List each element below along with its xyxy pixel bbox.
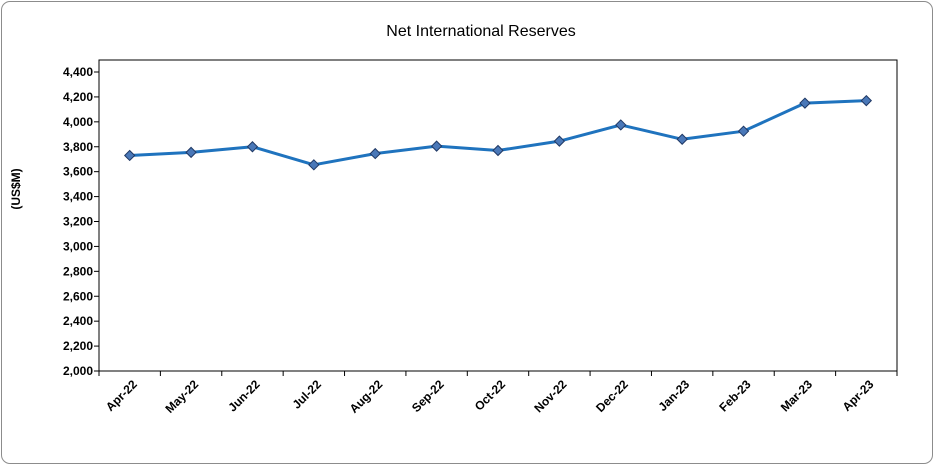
data-point: [185, 146, 197, 159]
data-point: [676, 133, 688, 145]
data-point: [860, 94, 873, 107]
data-point: [492, 144, 504, 157]
x-tick-label: Dec-22: [593, 377, 631, 415]
y-tick-label: 2,200: [63, 339, 93, 353]
x-tick-label: Jan-23: [655, 377, 692, 414]
data-point: [799, 97, 811, 109]
data-point: [430, 140, 443, 152]
x-tick-label: Aug-22: [347, 377, 386, 416]
y-tick-label: 2,800: [63, 264, 93, 278]
y-tick-label: 3,000: [63, 239, 93, 253]
y-tick-label: 4,200: [63, 90, 93, 104]
y-tick-label: 3,400: [63, 190, 93, 204]
y-tick-label: 2,600: [63, 289, 93, 303]
x-tick-label: May-22: [163, 377, 202, 416]
data-point: [246, 141, 259, 153]
x-tick-label: Apr-22: [103, 377, 140, 414]
x-tick-label: Mar-23: [778, 377, 815, 414]
data-point: [369, 147, 381, 160]
data-point: [615, 119, 627, 131]
x-tick-label: Oct-22: [472, 377, 509, 414]
y-tick-label: 2,000: [63, 364, 93, 378]
x-tick-label: Apr-23: [840, 377, 877, 414]
x-tick-label: Sep-22: [409, 377, 447, 415]
chart-title: Net International Reserves: [386, 23, 575, 40]
data-point: [737, 125, 750, 137]
y-tick-label: 3,800: [63, 140, 93, 154]
x-tick-label: Jun-22: [225, 377, 262, 414]
y-tick-label: 3,200: [63, 215, 93, 229]
x-tick-label: Nov-22: [531, 377, 569, 415]
y-axis-label: (US$M): [9, 168, 23, 209]
y-tick-label: 4,000: [63, 115, 93, 129]
series-group: [123, 94, 873, 171]
data-point: [308, 159, 320, 171]
data-point: [123, 149, 136, 162]
x-tick-label: Jul-22: [290, 377, 325, 412]
y-tick-label: 4,400: [63, 65, 93, 79]
x-tick-label: Feb-23: [716, 377, 753, 414]
data-point: [553, 135, 566, 147]
y-tick-label: 3,600: [63, 165, 93, 179]
plot-area: [98, 59, 898, 372]
x-axis: Apr-22 May-22 Jun-22 Jul-22 Aug-22 Sep-22 Oct-…: [98, 371, 898, 416]
y-axis: 2,000 2,200 2,400 2,600 2,800 3,000 3,200 3,400…: [63, 65, 99, 378]
y-tick-label: 2,400: [63, 314, 93, 328]
